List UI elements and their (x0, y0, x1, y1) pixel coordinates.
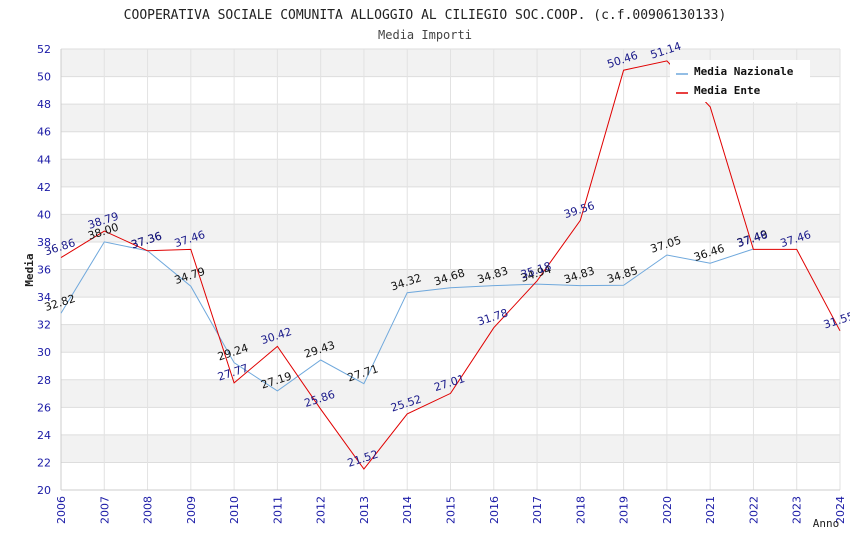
x-tick-label: 2008 (142, 496, 155, 524)
y-tick-label: 30 (37, 346, 51, 359)
y-tick-label: 52 (37, 43, 51, 56)
y-tick-label: 32 (37, 319, 51, 332)
y-tick-label: 26 (37, 401, 51, 414)
y-tick-label: 28 (37, 374, 51, 387)
y-tick-label: 24 (37, 429, 51, 442)
y-tick-label: 50 (37, 71, 51, 84)
chart-title: COOPERATIVA SOCIALE COMUNITA ALLOGGIO AL… (124, 8, 727, 23)
y-tick-label: 36 (37, 264, 51, 277)
x-axis-ticks: 2006 2007 2008 2009 2010 2011 2012 2013 2014 2015… (55, 496, 847, 524)
x-tick-label: 2014 (401, 496, 414, 524)
x-tick-label: 2021 (704, 496, 717, 524)
y-tick-label: 38 (37, 236, 51, 249)
x-tick-label: 2022 (747, 496, 760, 524)
legend: Media Nazionale Media Ente (670, 60, 810, 102)
y-tick-label: 22 (37, 456, 51, 469)
series-lines (60, 60, 841, 470)
y-tick-label: 46 (37, 126, 51, 139)
series-line-media-ente (60, 60, 841, 470)
y-axis-label: Media (23, 253, 36, 286)
gridlines (60, 48, 841, 491)
x-axis-label: Anno (813, 517, 840, 530)
y-tick-label: 34 (37, 291, 51, 304)
x-tick-label: 2015 (445, 496, 458, 524)
x-tick-label: 2011 (271, 496, 284, 524)
x-tick-label: 2010 (228, 496, 241, 524)
x-tick-label: 2016 (488, 496, 501, 524)
x-tick-label: 2013 (358, 496, 371, 524)
legend-label-media-ente: Media Ente (694, 84, 761, 97)
y-tick-label: 42 (37, 181, 51, 194)
chart-subtitle: Media Importi (378, 28, 472, 42)
x-tick-label: 2007 (98, 496, 111, 524)
x-tick-label: 2024 (834, 496, 847, 524)
x-tick-label: 2023 (791, 496, 804, 524)
y-tick-label: 20 (37, 484, 51, 497)
y-tick-label: 48 (37, 98, 51, 111)
x-tick-label: 2018 (574, 496, 587, 524)
y-axis-ticks: 20 22 24 26 28 30 32 34 36 38 40 42 44 46 48 50 52 (37, 43, 51, 497)
x-tick-label: 2012 (315, 496, 328, 524)
legend-label-media-nazionale: Media Nazionale (694, 65, 794, 78)
y-tick-label: 40 (37, 208, 51, 221)
x-tick-label: 2006 (55, 496, 68, 524)
y-tick-label: 44 (37, 153, 51, 166)
x-tick-label: 2009 (185, 496, 198, 524)
legend-box (670, 60, 810, 102)
series-line-media-nazionale (60, 241, 754, 392)
x-tick-label: 2017 (531, 496, 544, 524)
x-tick-label: 2019 (618, 496, 631, 524)
x-tick-label: 2020 (661, 496, 674, 524)
